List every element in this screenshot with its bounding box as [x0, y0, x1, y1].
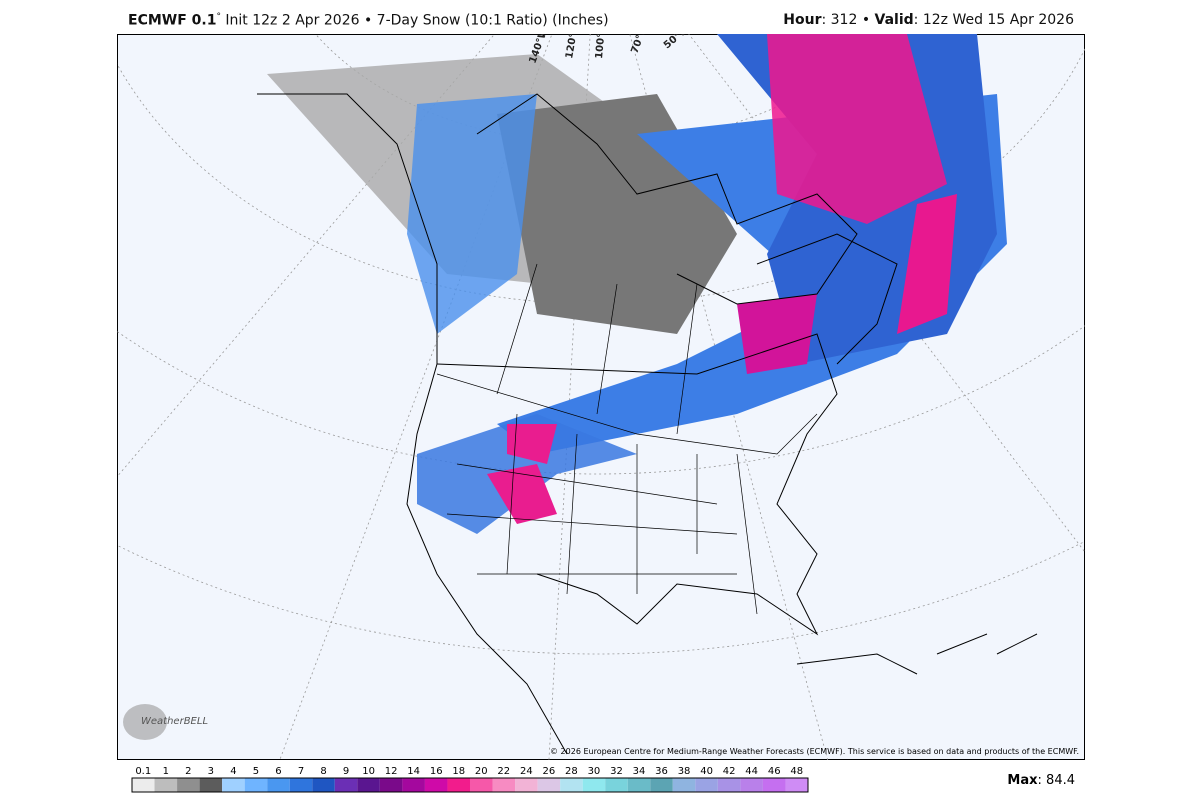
color-swatch [402, 778, 425, 792]
logo: WeatherBELL [123, 704, 208, 740]
colorbar-tick: 38 [678, 766, 691, 777]
colorbar-tick: 14 [407, 766, 420, 777]
colorbar-tick: 42 [723, 766, 736, 777]
colorbar-tick: 9 [343, 766, 349, 777]
color-swatch [334, 778, 358, 792]
colorbar-tick: 5 [253, 766, 259, 777]
max: Max: 84.4 [1007, 773, 1075, 788]
colorbar-tick: 40 [700, 766, 713, 777]
color-swatch [424, 778, 448, 792]
color-swatch [695, 778, 718, 792]
coastlines [257, 93, 1038, 755]
colorbar-tick: 48 [790, 766, 803, 777]
degree: ° [216, 12, 221, 22]
color-swatch [199, 778, 223, 792]
colorbar-tick: 34 [633, 766, 646, 777]
colorbar-tick: 8 [320, 766, 326, 777]
color-swatch [605, 778, 628, 792]
color-swatch [222, 778, 245, 792]
color-swatch [717, 778, 741, 792]
colorbar-tick: 6 [275, 766, 281, 777]
logo-text: WeatherBELL [141, 716, 208, 727]
colorbar-tick: 18 [452, 766, 465, 777]
color-swatch [627, 778, 651, 792]
colorbar-frame [131, 777, 809, 793]
colorbar-tick: 0.1 [135, 766, 151, 777]
colorbar-tick: 26 [542, 766, 555, 777]
color-swatch [312, 778, 335, 792]
colorbar-tick: 20 [475, 766, 488, 777]
map: 140°W 120°W 100°W 70°W 50°W © 2026 European … [117, 34, 1085, 760]
colorbar-tick: 30 [588, 766, 601, 777]
hour-label: Hour [783, 12, 822, 28]
color-swatch [672, 778, 696, 792]
colorbar-tick: 16 [430, 766, 443, 777]
valid-time: Hour: 312 • Valid: 12z Wed 15 Apr 2026 [783, 12, 1074, 28]
snow-fields [267, 34, 1007, 534]
colorbar-tick: 2 [185, 766, 191, 777]
colorbar-tick: 28 [565, 766, 578, 777]
valid-label: Valid [874, 12, 914, 28]
color-swatch [537, 778, 561, 792]
color-swatch [650, 778, 673, 792]
colorbar-tick: 3 [208, 766, 214, 777]
color-swatch [785, 778, 808, 792]
colorbar-tick: 32 [610, 766, 623, 777]
color-swatch [515, 778, 538, 792]
copyright: © 2026 European Centre for Medium-Range … [550, 747, 1079, 756]
colorbar-tick: 7 [298, 766, 304, 777]
color-swatch [492, 778, 516, 792]
color-swatch [762, 778, 786, 792]
colorbar-tick: 22 [497, 766, 510, 777]
color-swatch [357, 778, 380, 792]
model: ECMWF 0.1 [128, 12, 217, 29]
title: ECMWF 0.1° Init 12z 2 Apr 2026 • 7-Day S… [128, 12, 609, 29]
color-swatch [379, 778, 403, 792]
borders [436, 263, 818, 615]
valid: : 12z Wed 15 Apr 2026 [913, 12, 1074, 28]
colorbar-tick: 24 [520, 766, 533, 777]
color-swatch [267, 778, 290, 792]
colorbar-tick: 44 [745, 766, 758, 777]
color-swatch [244, 778, 268, 792]
color-swatch [447, 778, 470, 792]
colorbar-tick: 36 [655, 766, 668, 777]
color-swatch [582, 778, 606, 792]
colorbar-tick: 1 [163, 766, 169, 777]
color-swatch [740, 778, 763, 792]
color-swatch [470, 778, 493, 792]
color-swatch [177, 778, 200, 792]
max-value: : 84.4 [1038, 773, 1075, 788]
max-label: Max [1007, 773, 1038, 788]
colorbar-tick: 4 [230, 766, 236, 777]
colorbar-tick: 12 [385, 766, 398, 777]
init: Init 12z 2 Apr 2026 • 7-Day Snow (10:1 R… [225, 12, 609, 29]
color-swatch [560, 778, 583, 792]
longitude-label: 100°W [594, 34, 608, 59]
hour: : 312 • [821, 12, 875, 28]
colorbar-tick: 10 [362, 766, 375, 777]
color-swatch [132, 778, 155, 792]
color-swatch [289, 778, 313, 792]
color-swatch [154, 778, 178, 792]
colorbar: Max: 84.40.1 1 2 3 4 5 6 7 8 9 10 12 14 16 18 20 22 24 26 2… [131, 766, 1075, 793]
colorbar-tick: 46 [768, 766, 781, 777]
